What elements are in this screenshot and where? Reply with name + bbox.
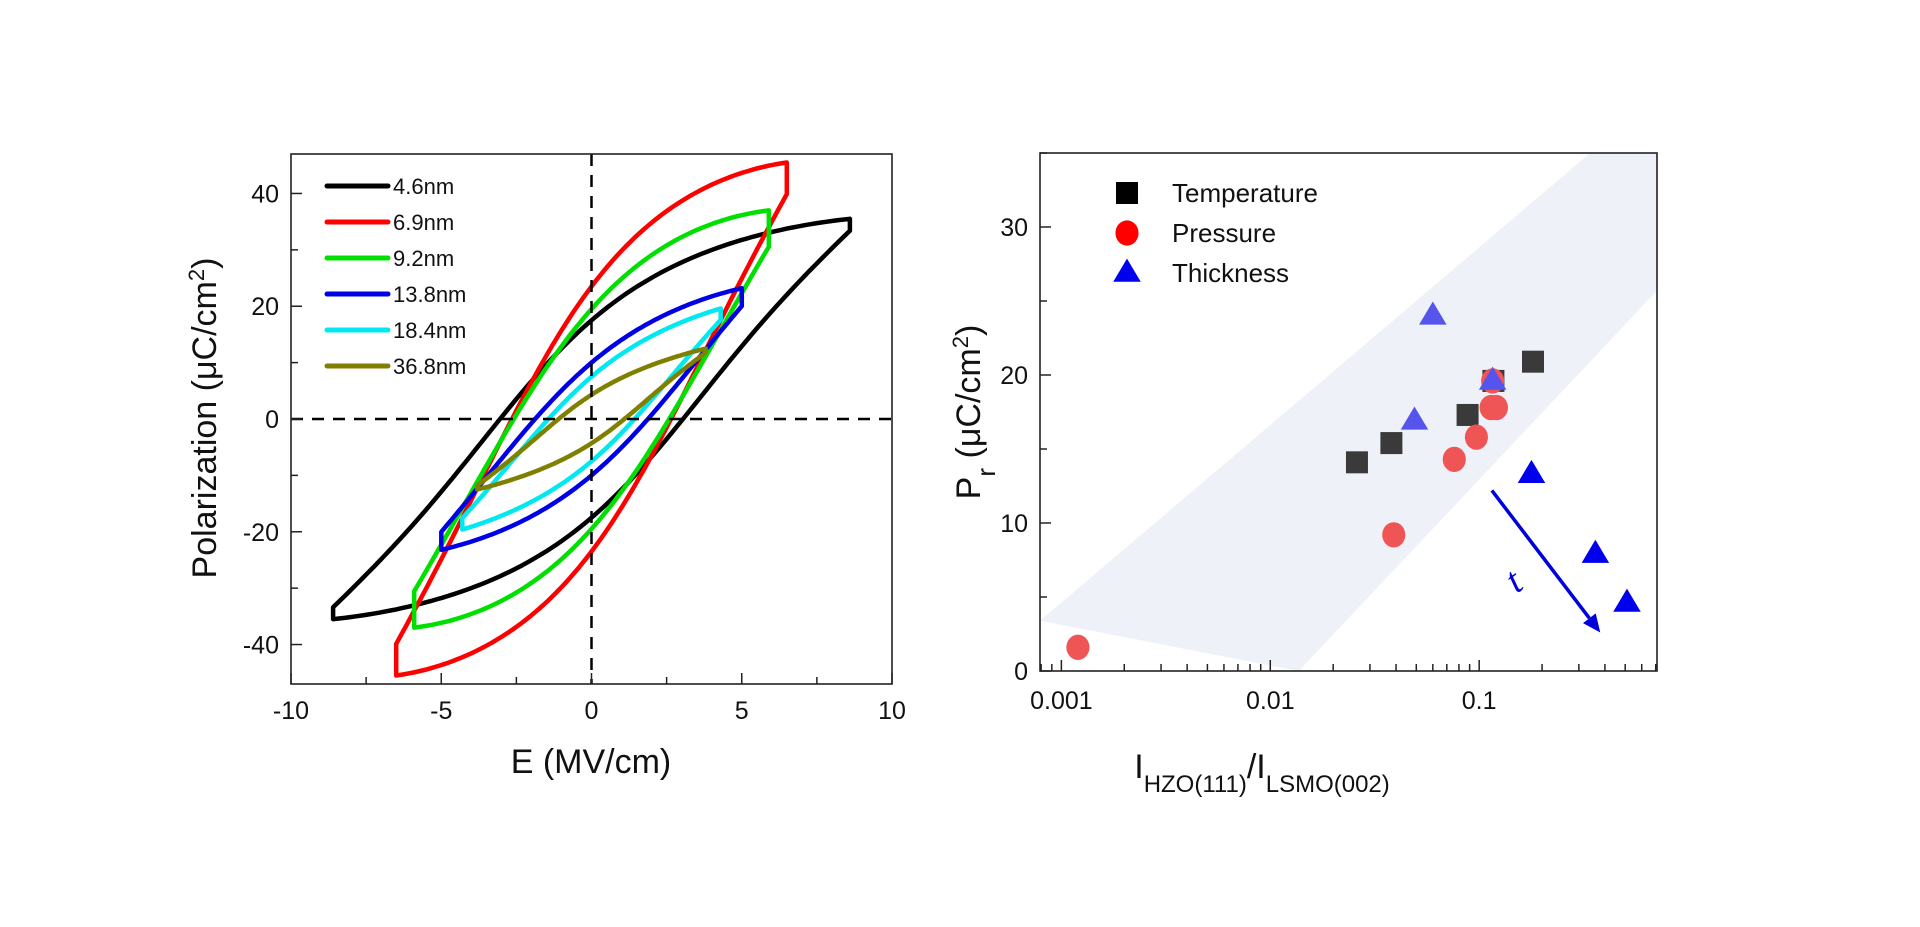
- y-axis-title-normal: ): [950, 325, 988, 336]
- x-tick-label: 0.001: [1030, 687, 1093, 715]
- x-axis-title-subscript: HZO(111): [1144, 771, 1247, 798]
- legend-item: Thickness: [1113, 258, 1289, 288]
- x-tick-label: 10: [878, 697, 906, 725]
- x-axis-title-part: I: [1134, 748, 1143, 786]
- y-axis-title: Pr (μC/cm2): [948, 325, 1002, 500]
- loop-6-9nm: [393, 160, 790, 678]
- legend-item: 6.9nm: [324, 210, 454, 235]
- x-tick-label: 0.01: [1246, 687, 1295, 715]
- data-point-temperature: [1345, 451, 1368, 474]
- y-tick-label: 20: [1000, 362, 1028, 390]
- x-axis-ticks: 0.001 0.01 0.1: [1030, 660, 1657, 715]
- data-point-thickness: [1613, 588, 1641, 612]
- data-point-temperature: [1456, 403, 1479, 426]
- legend-item: Pressure: [1115, 218, 1276, 248]
- legend-label: 13.8nm: [393, 282, 466, 307]
- thickness-arrow: [1490, 489, 1601, 633]
- zero-reference-lines: [291, 154, 892, 684]
- legend-label: Thickness: [1172, 258, 1289, 288]
- x-tick-label: 5: [735, 697, 749, 725]
- data-point-thickness: [1400, 406, 1429, 430]
- legend: 4.6nm 6.9nm 9.2nm 13.8nm 18.4nm 36.8nm: [324, 174, 466, 379]
- loop-36-8nm: [475, 346, 708, 492]
- y-axis-title-sup: 2: [184, 269, 209, 281]
- thickness-annotation: t: [1497, 560, 1531, 601]
- y-tick-label: 40: [251, 180, 279, 208]
- y-axis-title-normal: (μC/cm: [950, 348, 988, 468]
- arrow-shaft: [1490, 489, 1591, 620]
- y-tick-label: 10: [1000, 510, 1028, 538]
- legend-label: 36.8nm: [393, 354, 466, 379]
- data-point-pressure: [1484, 394, 1509, 421]
- y-tick-label: 0: [265, 406, 279, 434]
- legend-item: 18.4nm: [324, 318, 466, 343]
- plot-frame: [1039, 152, 1658, 672]
- y-tick-label: 30: [1000, 214, 1028, 242]
- y-axis-title-sup: 2: [948, 336, 973, 348]
- legend-item: Temperature: [1116, 178, 1318, 208]
- y-axis-ticks: 0 10 20 30: [1000, 152, 1051, 686]
- legend-marker-triangle: [1113, 258, 1141, 282]
- hysteresis-loops: [330, 160, 853, 678]
- y-tick-label: -40: [243, 632, 279, 660]
- x-axis-title: E (MV/cm): [511, 743, 672, 781]
- legend-label: 9.2nm: [393, 246, 454, 271]
- loop-13-8nm: [439, 285, 745, 553]
- x-axis-title: IHZO(111)/ILSMO(002): [1134, 748, 1390, 798]
- data-point-temperature: [1380, 432, 1403, 455]
- x-tick-label: 0: [585, 697, 599, 725]
- legend-label: 4.6nm: [393, 174, 454, 199]
- data-point-thickness: [1419, 301, 1447, 325]
- legend-marker-square: [1116, 182, 1138, 204]
- legend-item: 9.2nm: [324, 246, 454, 271]
- y-axis-title-end: ): [186, 258, 224, 269]
- y-tick-label: -20: [243, 519, 279, 547]
- legend-label: Pressure: [1172, 218, 1276, 248]
- legend-label: Temperature: [1172, 178, 1318, 208]
- legend-marker-circle: [1115, 220, 1139, 246]
- data-point-thickness: [1517, 459, 1546, 483]
- legend-item: 4.6nm: [324, 174, 454, 199]
- pr-vs-intensity-ratio-chart: t 0.001 0.01 0.1 0 10 20 30 Temperature Pressu…: [948, 152, 1658, 798]
- y-axis-title-sub: r: [971, 468, 1001, 477]
- data-point-thickness: [1581, 539, 1610, 563]
- x-tick-label: 0.1: [1462, 687, 1497, 715]
- y-axis-ticks: -40 -20 0 20 40: [243, 180, 302, 660]
- legend-label: 6.9nm: [393, 210, 454, 235]
- data-point-pressure: [1464, 424, 1488, 450]
- data-point-pressure: [1442, 446, 1466, 473]
- y-tick-label: 0: [1014, 658, 1028, 686]
- legend-label: 18.4nm: [393, 318, 466, 343]
- x-tick-label: -5: [430, 697, 452, 725]
- loop-4-6nm: [330, 216, 853, 622]
- legend-item: 13.8nm: [324, 282, 466, 307]
- legend-item: 36.8nm: [324, 354, 466, 379]
- trend-band: [1040, 153, 1657, 671]
- x-tick-label: -10: [273, 697, 309, 725]
- x-axis-title-part: /I: [1247, 748, 1266, 786]
- y-axis-title-main: Polarization (μC/cm: [186, 281, 224, 578]
- loop-18-4nm: [460, 306, 723, 532]
- y-tick-label: 20: [251, 293, 279, 321]
- loop-9-2nm: [411, 208, 772, 630]
- legend: Temperature Pressure Thickness: [1113, 178, 1318, 288]
- y-axis-title-normal: P: [950, 477, 988, 500]
- hysteresis-chart: -10 -5 0 5 10 -40 -20 0 20 40 4.6nm 6.9nm 9.2nm 13.…: [184, 153, 906, 781]
- y-axis-title: Polarization (μC/cm2): [184, 258, 225, 579]
- x-axis-title-subscript: LSMO(002): [1266, 771, 1390, 798]
- data-point-thickness: [1478, 366, 1507, 390]
- x-axis-ticks: -10 -5 0 5 10: [273, 673, 906, 725]
- data-point-pressure: [1066, 634, 1090, 660]
- data-point-temperature: [1522, 350, 1545, 373]
- data-points: [1066, 301, 1641, 660]
- arrow-head: [1583, 613, 1601, 633]
- data-point-pressure: [1382, 522, 1406, 548]
